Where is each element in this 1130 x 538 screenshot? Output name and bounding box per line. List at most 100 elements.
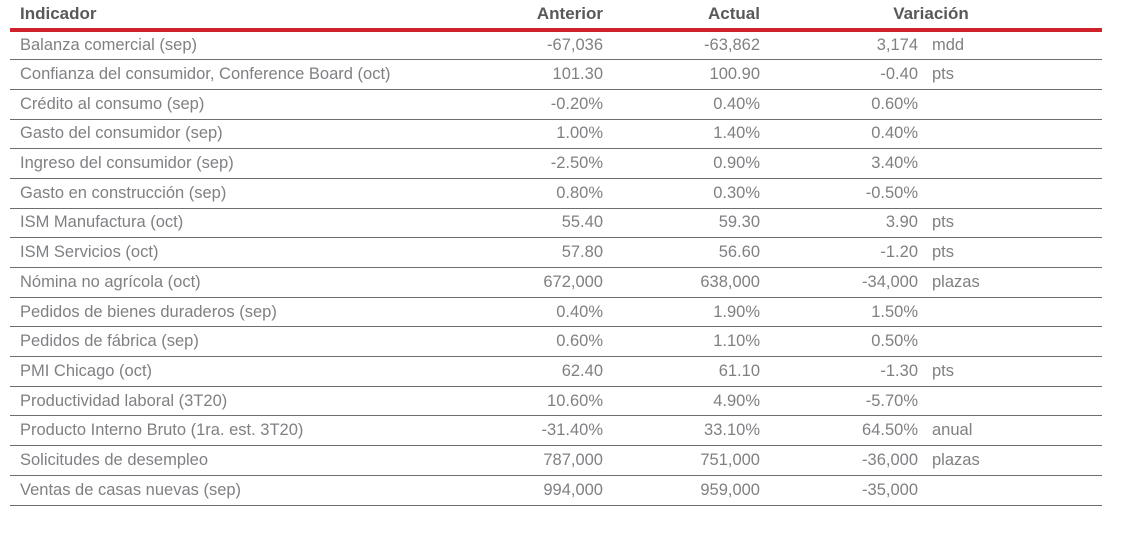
cell-anterior: 0.40% xyxy=(445,297,603,328)
table-row: Productividad laboral (3T20) 10.60% 4.90% -… xyxy=(10,386,1103,417)
cell-anterior: 55.40 xyxy=(445,208,603,239)
table-row: Gasto en construcción (sep) 0.80% 0.30% -0.… xyxy=(10,178,1103,209)
cell-unit: plazas xyxy=(918,267,1103,298)
cell-anterior: -0.20% xyxy=(445,89,603,120)
cell-actual: 4.90% xyxy=(603,386,760,417)
cell-indicator: PMI Chicago (oct) xyxy=(10,356,445,387)
cell-anterior: 0.60% xyxy=(445,326,603,358)
cell-indicator: ISM Servicios (oct) xyxy=(10,237,445,268)
cell-actual: 61.10 xyxy=(603,356,760,387)
cell-unit: anual xyxy=(918,415,1103,447)
cell-unit xyxy=(918,326,1103,358)
cell-variacion: 3,174 xyxy=(760,30,918,61)
cell-anterior: 0.80% xyxy=(445,178,603,209)
header-row: Indicador Anterior Actual Variación xyxy=(10,0,1103,32)
table-row: Crédito al consumo (sep) -0.20% 0.40% 0.60% xyxy=(10,89,1103,120)
table-row: ISM Servicios (oct) 57.80 56.60 -1.20 pts xyxy=(10,237,1103,268)
indicator-table-body: Balanza comercial (sep) -67,036 -63,862 3,1… xyxy=(10,30,1103,506)
column-header-variacion: Variación xyxy=(760,0,1103,32)
cell-variacion: -1.20 xyxy=(760,237,918,268)
column-header-indicador: Indicador xyxy=(10,0,445,32)
cell-indicator: Nómina no agrícola (oct) xyxy=(10,267,445,298)
cell-variacion: -0.50% xyxy=(760,178,918,209)
table-row: Pedidos de bienes duraderos (sep) 0.40% 1.… xyxy=(10,297,1103,328)
cell-variacion: -0.40 xyxy=(760,59,918,90)
cell-anterior: 57.80 xyxy=(445,237,603,268)
cell-anterior: -67,036 xyxy=(445,30,603,61)
cell-variacion: -35,000 xyxy=(760,475,918,506)
cell-indicator: Solicitudes de desempleo xyxy=(10,445,445,476)
cell-unit xyxy=(918,297,1103,328)
cell-actual: 638,000 xyxy=(603,267,760,298)
cell-unit xyxy=(918,119,1103,150)
cell-actual: -63,862 xyxy=(603,30,760,61)
cell-actual: 0.90% xyxy=(603,148,760,179)
cell-variacion: -34,000 xyxy=(760,267,918,298)
cell-anterior: 787,000 xyxy=(445,445,603,476)
cell-indicator: Confianza del consumidor, Conference Boa… xyxy=(10,59,445,90)
cell-variacion: 0.50% xyxy=(760,326,918,358)
table-row: Ingreso del consumidor (sep) -2.50% 0.90% 3… xyxy=(10,148,1103,179)
cell-indicator: Ingreso del consumidor (sep) xyxy=(10,148,445,179)
cell-variacion: 3.40% xyxy=(760,148,918,179)
cell-unit: pts xyxy=(918,208,1103,239)
column-header-anterior: Anterior xyxy=(445,0,603,32)
cell-anterior: -2.50% xyxy=(445,148,603,179)
cell-indicator: Crédito al consumo (sep) xyxy=(10,89,445,120)
cell-actual: 1.40% xyxy=(603,119,760,150)
cell-unit: pts xyxy=(918,59,1103,90)
cell-indicator: Productividad laboral (3T20) xyxy=(10,386,445,417)
cell-variacion: -36,000 xyxy=(760,445,918,476)
cell-actual: 33.10% xyxy=(603,415,760,447)
cell-actual: 59.30 xyxy=(603,208,760,239)
cell-anterior: -31.40% xyxy=(445,415,603,447)
cell-actual: 1.90% xyxy=(603,297,760,328)
cell-indicator: Producto Interno Bruto (1ra. est. 3T20) xyxy=(10,415,445,447)
cell-variacion: 0.60% xyxy=(760,89,918,120)
cell-anterior: 10.60% xyxy=(445,386,603,417)
cell-unit xyxy=(918,89,1103,120)
cell-variacion: 3.90 xyxy=(760,208,918,239)
cell-actual: 0.40% xyxy=(603,89,760,120)
cell-unit: plazas xyxy=(918,445,1103,476)
cell-actual: 100.90 xyxy=(603,59,760,90)
cell-actual: 0.30% xyxy=(603,178,760,209)
table-row: Confianza del consumidor, Conference Boa… xyxy=(10,59,1103,90)
table-row: Nómina no agrícola (oct) 672,000 638,000 -3… xyxy=(10,267,1103,298)
cell-unit xyxy=(918,148,1103,179)
table-row: Balanza comercial (sep) -67,036 -63,862 3,1… xyxy=(10,30,1103,61)
cell-unit: pts xyxy=(918,356,1103,387)
cell-anterior: 1.00% xyxy=(445,119,603,150)
cell-actual: 1.10% xyxy=(603,326,760,358)
cell-indicator: ISM Manufactura (oct) xyxy=(10,208,445,239)
cell-variacion: -1.30 xyxy=(760,356,918,387)
cell-variacion: -5.70% xyxy=(760,386,918,417)
cell-unit: mdd xyxy=(918,30,1103,61)
table-header: Indicador Anterior Actual Variación xyxy=(10,0,1103,32)
table-row: ISM Manufactura (oct) 55.40 59.30 3.90 pts xyxy=(10,208,1103,239)
cell-actual: 751,000 xyxy=(603,445,760,476)
cell-unit xyxy=(918,475,1103,506)
cell-unit xyxy=(918,178,1103,209)
cell-indicator: Pedidos de bienes duraderos (sep) xyxy=(10,297,445,328)
cell-indicator: Pedidos de fábrica (sep) xyxy=(10,326,445,358)
cell-anterior: 672,000 xyxy=(445,267,603,298)
table-row: Solicitudes de desempleo 787,000 751,000 -3… xyxy=(10,445,1103,476)
cell-indicator: Gasto del consumidor (sep) xyxy=(10,119,445,150)
table-row: Producto Interno Bruto (1ra. est. 3T20) -… xyxy=(10,415,1103,447)
cell-unit xyxy=(918,386,1103,417)
cell-variacion: 1.50% xyxy=(760,297,918,328)
cell-anterior: 101.30 xyxy=(445,59,603,90)
table-row: Gasto del consumidor (sep) 1.00% 1.40% 0.40… xyxy=(10,119,1103,150)
cell-unit: pts xyxy=(918,237,1103,268)
column-header-actual: Actual xyxy=(603,0,760,32)
cell-anterior: 62.40 xyxy=(445,356,603,387)
cell-variacion: 0.40% xyxy=(760,119,918,150)
cell-anterior: 994,000 xyxy=(445,475,603,506)
cell-actual: 56.60 xyxy=(603,237,760,268)
table-row: Pedidos de fábrica (sep) 0.60% 1.10% 0.50% xyxy=(10,326,1103,358)
cell-actual: 959,000 xyxy=(603,475,760,506)
table-row: PMI Chicago (oct) 62.40 61.10 -1.30 pts xyxy=(10,356,1103,387)
cell-indicator: Ventas de casas nuevas (sep) xyxy=(10,475,445,506)
economic-indicators-table: Indicador Anterior Actual Variación Bala… xyxy=(10,0,1103,506)
